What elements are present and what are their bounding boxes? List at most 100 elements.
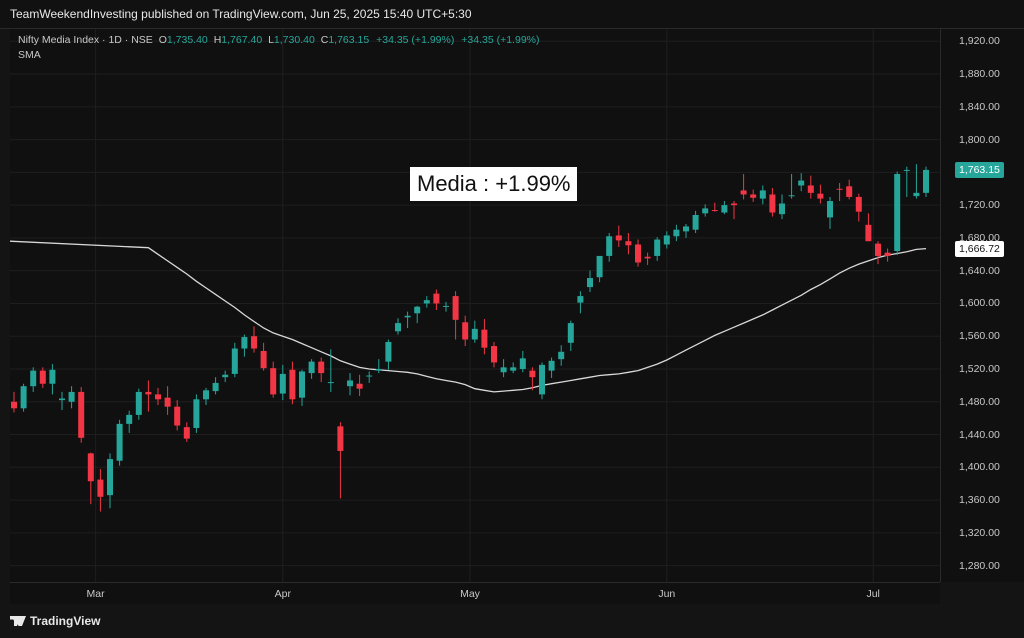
candle-down [615, 235, 622, 241]
high-label: H [213, 34, 222, 46]
tradingview-logo[interactable]: TradingView [10, 614, 100, 628]
text-annotation[interactable]: Media : +1.99% [410, 167, 578, 201]
brand-name: TradingView [30, 614, 101, 628]
candle-up [903, 169, 910, 171]
candle-up [414, 306, 421, 314]
time-tick-label: Apr [274, 588, 291, 600]
candle-up [366, 375, 373, 377]
candle-down [769, 194, 776, 213]
candle-up [395, 323, 401, 332]
candle-up [135, 391, 142, 415]
candle-up [20, 386, 27, 409]
close-label: C [320, 34, 329, 46]
candle-up [913, 192, 920, 197]
candle-down [87, 453, 94, 482]
price-tick-label: 1,600.00 [959, 297, 1000, 310]
candle-up [404, 315, 411, 318]
candle-up [894, 174, 901, 252]
time-tick-label: Mar [86, 588, 105, 600]
tradingview-logo-icon [10, 616, 26, 626]
candle-up [279, 373, 286, 394]
candle-up [779, 203, 785, 215]
candle-up [596, 255, 603, 278]
candle-up [212, 382, 219, 392]
candle-down [865, 224, 872, 242]
candle-up [423, 300, 430, 304]
publish-header: TeamWeekendInvesting published on Tradin… [0, 0, 1024, 29]
publish-info: TeamWeekendInvesting published on Tradin… [10, 7, 472, 21]
candle-up [308, 361, 315, 374]
candle-up [443, 305, 449, 307]
price-tick-label: 1,720.00 [959, 199, 1000, 212]
candle-down [11, 401, 17, 409]
time-tick-label: Jul [866, 588, 880, 600]
candle-down [462, 322, 469, 340]
candle-up [558, 351, 565, 360]
low-label: L [268, 34, 274, 46]
candle-down [836, 188, 843, 190]
price-tick-label: 1,320.00 [959, 526, 1000, 539]
candle-down [145, 391, 152, 395]
candle-down [251, 336, 257, 349]
candle-up [510, 367, 517, 371]
candle-up [116, 423, 123, 461]
candle-up [606, 236, 613, 256]
candle-up [193, 399, 200, 428]
candle-down [875, 243, 881, 256]
candle-down [318, 361, 325, 374]
candle-up [788, 195, 795, 197]
candle-up [471, 328, 478, 340]
candle-up [299, 371, 305, 398]
candle-down [337, 426, 344, 451]
candle-up [375, 368, 382, 371]
candle-up [241, 337, 248, 349]
candle-down [155, 394, 161, 400]
candle-down [164, 397, 171, 407]
last-price-tag: 1,763.15 [955, 161, 1004, 178]
candle-up [663, 235, 670, 245]
candle-down [807, 185, 814, 193]
footer: TradingView [0, 604, 1024, 638]
candle-up [673, 229, 680, 237]
candle-up [107, 459, 113, 496]
candle-up [683, 226, 689, 232]
candle-down [481, 329, 488, 348]
open-label: O [158, 34, 167, 46]
candle-up [327, 382, 334, 384]
candle-up [798, 180, 805, 186]
candle-down [491, 346, 497, 363]
price-tick-label: 1,560.00 [959, 330, 1000, 343]
price-plot[interactable] [10, 29, 940, 582]
sma-indicator-label[interactable]: SMA [18, 49, 41, 61]
candle-up [385, 341, 392, 362]
candle-down [750, 194, 757, 198]
candle-up [347, 380, 353, 387]
candle-up [721, 205, 728, 213]
candle-down [740, 190, 747, 195]
close-value: 1,763.15 [328, 34, 370, 46]
candle-up [231, 348, 238, 374]
chart-pane[interactable]: Nifty Media Index · 1D · NSE O1,735.40 H… [10, 29, 940, 582]
candle-up [59, 398, 65, 401]
candle-up [519, 358, 526, 369]
change-value-2: +34.35 (+1.99%) [461, 34, 540, 46]
candle-down [452, 296, 459, 320]
symbol-title: Nifty Media Index · 1D · NSE [18, 34, 153, 46]
price-axis[interactable]: 1,920.001,880.001,840.001,800.001,760.00… [940, 29, 1024, 582]
open-value: 1,735.40 [166, 34, 208, 46]
candle-up [702, 208, 709, 214]
candle-up [30, 370, 37, 387]
time-axis[interactable]: Mar Apr May Jun Jul [10, 582, 940, 605]
candle-down [97, 479, 104, 497]
candle-down [356, 383, 363, 389]
candle-down [260, 350, 267, 369]
candle-down [78, 391, 85, 438]
candle-down [884, 252, 891, 256]
candle-up [126, 414, 133, 424]
candle-up [203, 390, 209, 400]
candle-down [644, 256, 651, 259]
price-tick-label: 1,920.00 [959, 35, 1000, 48]
candle-up [759, 190, 766, 199]
candle-down [270, 368, 277, 395]
candle-down [529, 370, 536, 378]
